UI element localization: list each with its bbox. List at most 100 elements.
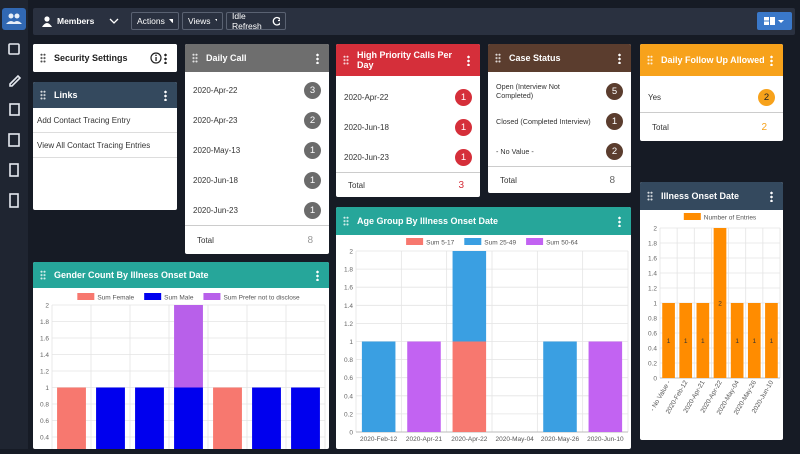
links-widget: Links Add Contact Tracing Entry View All C… [33, 82, 177, 210]
link-item[interactable]: Add Contact Tracing Entry [33, 108, 177, 133]
widget-header: Age Group By Illness Onset Date [336, 207, 631, 235]
bar-segment [57, 387, 86, 449]
bar-segment [96, 387, 125, 449]
active-nav[interactable] [2, 8, 26, 30]
y-tick-label: 0.6 [344, 375, 353, 382]
nav-icon[interactable] [9, 103, 20, 116]
count-row[interactable]: 2020-Jun-18 1 [185, 165, 329, 195]
widget-title: Security Settings [54, 53, 128, 63]
nav-icon[interactable] [8, 43, 20, 55]
drag-handle[interactable] [40, 90, 46, 100]
widget-title: Age Group By Illness Onset Date [357, 216, 499, 226]
nav-icon[interactable] [8, 133, 20, 147]
legend-label: Number of Entries [704, 214, 757, 221]
drag-handle[interactable] [343, 216, 349, 226]
chart: 0.4 0.6 0.8 1 1.2 1.4 1.6 1.8 2 Sum Female Sum Mal… [40, 293, 326, 449]
data-label: 1 [701, 338, 705, 345]
legend-swatch [683, 213, 701, 220]
count-row[interactable]: 2020-Jun-23 1 [336, 142, 480, 172]
widget-menu[interactable] [770, 190, 773, 202]
drag-handle[interactable] [495, 53, 501, 63]
total-label: Total [348, 180, 365, 190]
info-bar [155, 57, 157, 61]
info-dot [155, 54, 157, 57]
data-label: 1 [735, 338, 739, 345]
count-row[interactable]: 2020-Apr-22 1 [336, 82, 480, 112]
bar-segment [765, 303, 778, 378]
y-tick-label: 2 [653, 226, 657, 233]
x-tick-label: 2020-May-26 [541, 436, 580, 443]
drag-handle[interactable] [40, 53, 46, 63]
drag-handle[interactable] [343, 55, 349, 65]
count-row[interactable]: 2020-May-13 1 [185, 135, 329, 165]
x-tick-label: 2020-May-04 [496, 436, 535, 443]
actions-button[interactable]: Actions [131, 12, 179, 30]
y-tick-label: 1.2 [344, 321, 353, 328]
widget-menu[interactable] [316, 269, 319, 281]
y-tick-label: 1.8 [344, 267, 353, 274]
y-tick-label: 0.6 [648, 331, 657, 338]
count-badge: 1 [606, 112, 623, 130]
bar-segment [291, 387, 320, 449]
user-icon [42, 15, 52, 27]
widget-menu[interactable] [770, 54, 773, 66]
layout-button[interactable] [757, 12, 792, 30]
widget-menu[interactable] [467, 54, 470, 66]
actions-label: Actions [137, 16, 165, 26]
bar-segment [588, 341, 623, 432]
legend-swatch [464, 238, 482, 245]
total-value: 2 [761, 121, 767, 133]
views-button[interactable]: Views [182, 12, 223, 30]
nav-icon[interactable] [9, 74, 22, 87]
legend-label: Sum 25-49 [484, 239, 516, 246]
count-row[interactable]: 2020-Jun-23 1 [185, 195, 329, 225]
y-tick-label: 1 [349, 339, 353, 346]
count-row[interactable]: Yes 2 [640, 82, 783, 112]
widget-menu[interactable] [618, 52, 621, 64]
y-tick-label: 0.6 [40, 418, 49, 425]
row-label: - No Value - [496, 146, 534, 156]
count-row[interactable]: 2020-Jun-18 1 [336, 112, 480, 142]
data-label: 1 [667, 338, 671, 345]
y-tick-label: 0.4 [648, 346, 657, 353]
count-row[interactable]: Closed (Completed Interview) 1 [488, 106, 631, 136]
drag-handle[interactable] [647, 55, 653, 65]
nav-icon[interactable] [9, 193, 19, 208]
count-badge: 1 [304, 201, 321, 219]
idle-refresh-button[interactable]: Idle Refresh [226, 11, 286, 31]
data-label: 2 [718, 301, 722, 308]
bar-segment [174, 387, 203, 449]
members-menu[interactable]: Members [36, 12, 124, 30]
y-tick-label: 1.2 [648, 286, 657, 293]
widget-menu[interactable] [164, 52, 167, 64]
y-tick-label: 1.6 [40, 336, 49, 343]
chart-widget: Age Group By Illness Onset Date 0 0.2 0.4 0.… [336, 207, 631, 449]
count-badge: 1 [455, 148, 472, 166]
info-icon[interactable] [150, 52, 164, 64]
legend: Number of Entries [683, 213, 757, 221]
row-label: 2020-Apr-22 [193, 85, 238, 95]
count-row[interactable]: Open (Interview Not Completed) 5 [488, 76, 631, 106]
count-row[interactable]: 2020-Apr-22 3 [185, 75, 329, 105]
count-row[interactable]: - No Value - 2 [488, 136, 631, 166]
drag-handle[interactable] [647, 191, 653, 201]
nav-icon[interactable] [9, 163, 19, 177]
y-tick-label: 1.8 [648, 241, 657, 248]
link-item[interactable]: View All Contact Tracing Entries [33, 133, 177, 158]
count-badge: 2 [304, 111, 321, 129]
count-row[interactable]: 2020-Apr-23 2 [185, 105, 329, 135]
y-tick-label: 1.4 [40, 352, 49, 359]
drag-handle[interactable] [40, 270, 46, 280]
legend-label: Sum Female [97, 294, 134, 301]
widget-header: Security Settings [33, 44, 177, 72]
caret [214, 18, 217, 22]
bar-segment [213, 387, 242, 449]
y-tick-label: 1.4 [344, 303, 353, 310]
drag-handle[interactable] [192, 53, 198, 63]
row-label: 2020-Apr-23 [193, 115, 238, 125]
x-tick-label: 2020-Jun-10 [587, 436, 624, 443]
widget-menu[interactable] [164, 89, 167, 101]
widget-menu[interactable] [316, 52, 319, 64]
bar-segment [747, 303, 761, 378]
widget-menu[interactable] [618, 215, 621, 227]
